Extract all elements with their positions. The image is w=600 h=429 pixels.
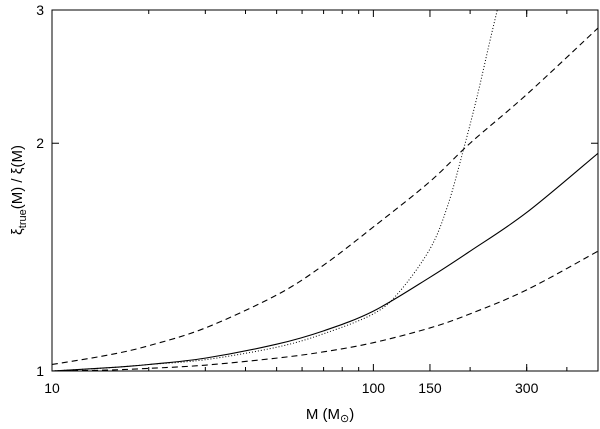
x-tick-label: 150 xyxy=(418,380,442,396)
y-tick-label: 1 xyxy=(36,363,44,379)
x-tick-label: 300 xyxy=(515,380,539,396)
y-tick-label: 2 xyxy=(36,135,44,151)
series-line-dashed-upper xyxy=(52,27,598,366)
series-line-solid xyxy=(52,152,598,371)
series-line-dashed-lower xyxy=(52,250,598,371)
x-tick-label: 10 xyxy=(44,380,60,396)
x-tick-label: 100 xyxy=(362,380,386,396)
x-axis-label: M (M⊙) xyxy=(306,406,354,425)
plot-frame xyxy=(51,9,599,372)
series-line-dotted xyxy=(52,10,498,371)
y-axis-label: ξtrue(M) / ξ(M) xyxy=(9,145,29,235)
y-tick-label: 3 xyxy=(36,2,44,18)
